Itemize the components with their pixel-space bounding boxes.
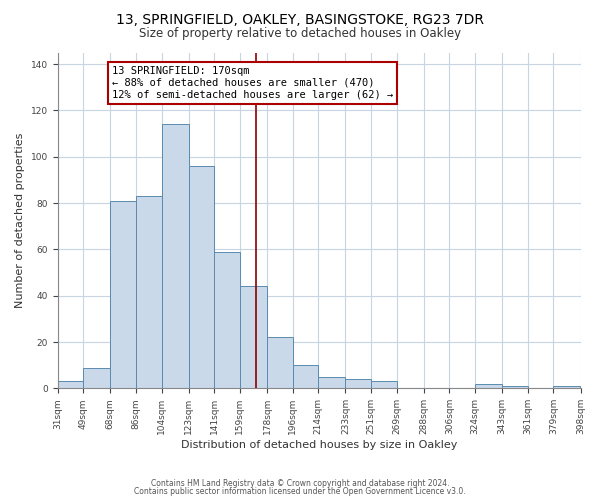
Bar — [188, 166, 214, 388]
Bar — [136, 196, 161, 388]
Bar — [293, 365, 319, 388]
X-axis label: Distribution of detached houses by size in Oakley: Distribution of detached houses by size … — [181, 440, 457, 450]
Text: Size of property relative to detached houses in Oakley: Size of property relative to detached ho… — [139, 28, 461, 40]
Bar — [346, 379, 371, 388]
Bar — [214, 252, 240, 388]
Bar — [83, 368, 110, 388]
Text: 13 SPRINGFIELD: 170sqm
← 88% of detached houses are smaller (470)
12% of semi-de: 13 SPRINGFIELD: 170sqm ← 88% of detached… — [112, 66, 393, 100]
Bar — [475, 384, 502, 388]
Y-axis label: Number of detached properties: Number of detached properties — [15, 132, 25, 308]
Bar — [58, 382, 83, 388]
Bar — [240, 286, 267, 388]
Bar — [553, 386, 580, 388]
Text: Contains HM Land Registry data © Crown copyright and database right 2024.: Contains HM Land Registry data © Crown c… — [151, 478, 449, 488]
Text: 13, SPRINGFIELD, OAKLEY, BASINGSTOKE, RG23 7DR: 13, SPRINGFIELD, OAKLEY, BASINGSTOKE, RG… — [116, 12, 484, 26]
Bar — [161, 124, 188, 388]
Bar — [502, 386, 528, 388]
Bar — [110, 200, 136, 388]
Text: Contains public sector information licensed under the Open Government Licence v3: Contains public sector information licen… — [134, 488, 466, 496]
Bar — [319, 377, 346, 388]
Bar — [371, 382, 397, 388]
Bar — [267, 338, 293, 388]
